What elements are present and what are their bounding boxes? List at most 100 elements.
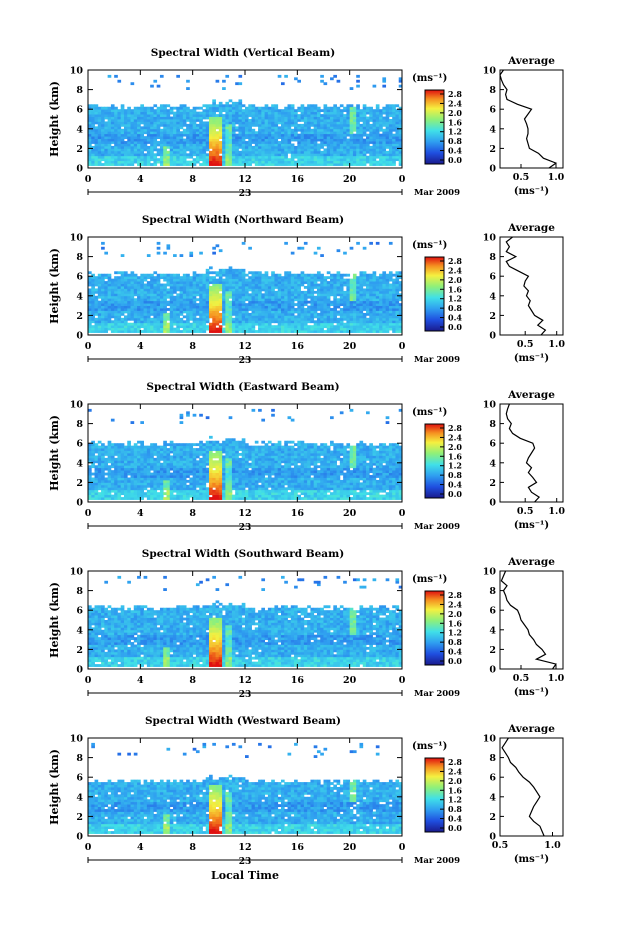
heatmap-cell xyxy=(215,143,220,147)
avg-y-tick-label: 2 xyxy=(489,311,496,322)
heatmap-cell xyxy=(271,158,275,162)
heatmap-cell xyxy=(248,315,252,319)
heatmap-cell xyxy=(235,317,239,321)
heatmap-cell xyxy=(271,163,275,166)
heatmap-cell xyxy=(114,467,118,471)
heatmap-cell xyxy=(303,320,308,324)
heatmap-cell xyxy=(101,482,105,486)
heatmap-cell xyxy=(120,163,125,166)
heatmap-cell xyxy=(287,281,292,284)
heatmap-cell xyxy=(195,303,200,306)
heatmap-cell xyxy=(199,276,203,280)
heatmap-cell xyxy=(369,278,373,282)
heatmap-cell xyxy=(222,150,226,154)
heatmap-cell xyxy=(349,128,354,132)
heatmap-cell xyxy=(215,106,220,110)
heatmap-cell xyxy=(228,111,233,115)
heatmap-cell xyxy=(372,143,377,147)
heatmap-cell xyxy=(110,310,115,314)
heatmap-cell xyxy=(179,106,184,110)
heatmap-cell xyxy=(261,143,266,147)
heatmap-cell xyxy=(140,114,144,117)
heatmap-cell xyxy=(143,298,148,302)
heatmap-cell xyxy=(310,136,315,139)
heatmap-cell xyxy=(143,123,148,127)
heatmap-cell xyxy=(91,448,95,451)
heatmap-cell xyxy=(218,109,223,113)
heatmap-cell xyxy=(356,295,360,299)
heatmap-cell xyxy=(235,320,239,324)
heatmap-cell xyxy=(94,128,99,132)
heatmap-cell xyxy=(137,133,141,137)
heatmap-cell xyxy=(173,150,177,154)
heatmap-cell xyxy=(388,138,393,142)
heatmap-cell xyxy=(336,106,341,110)
heatmap-cell xyxy=(352,123,357,127)
heatmap-cell xyxy=(189,126,194,130)
heatmap-cell xyxy=(320,315,324,319)
heatmap-cell xyxy=(320,155,324,159)
heatmap-cell xyxy=(356,136,360,139)
heatmap-cell xyxy=(169,303,174,306)
heatmap-cell xyxy=(130,82,135,86)
heatmap-cell xyxy=(143,288,148,292)
heatmap-cell xyxy=(303,133,308,137)
heatmap-cell xyxy=(294,281,298,284)
heatmap-cell xyxy=(277,298,282,302)
heatmap-cell xyxy=(101,489,105,493)
heatmap-cell xyxy=(333,126,337,130)
heatmap-cell xyxy=(137,276,141,280)
heatmap-cell xyxy=(284,119,288,122)
heatmap-cell xyxy=(182,276,187,280)
heatmap-cell xyxy=(326,271,331,275)
heatmap-cell xyxy=(120,497,125,500)
heatmap-cell xyxy=(156,133,161,137)
heatmap-cell xyxy=(101,145,105,149)
heatmap-cell xyxy=(385,141,390,144)
heatmap-cell xyxy=(199,158,203,162)
heatmap-cell xyxy=(218,288,223,292)
heatmap-cell xyxy=(398,327,403,331)
heatmap-cell xyxy=(310,281,315,284)
heatmap-cell xyxy=(290,104,295,108)
heatmap-cell xyxy=(117,462,122,466)
heatmap-cell xyxy=(330,77,334,81)
heatmap-cell xyxy=(123,298,128,302)
heatmap-cell xyxy=(173,320,177,324)
heatmap-cell xyxy=(343,308,347,311)
heatmap-cell xyxy=(369,273,373,277)
heatmap-cell xyxy=(245,308,249,311)
heatmap-cell xyxy=(107,145,112,149)
heatmap-cell xyxy=(326,123,331,127)
heatmap-cell xyxy=(97,497,102,500)
heatmap-cell xyxy=(300,298,305,302)
heatmap-cell xyxy=(192,123,197,127)
heatmap-cell xyxy=(143,300,148,304)
heatmap-cell xyxy=(209,145,213,149)
heatmap-cell xyxy=(94,131,99,135)
heatmap-cell xyxy=(120,290,125,294)
heatmap-cell xyxy=(176,288,180,292)
heatmap-cell xyxy=(235,281,239,284)
heatmap-cell xyxy=(346,293,351,297)
heatmap-cell xyxy=(228,281,233,284)
heatmap-cell xyxy=(133,293,138,297)
heatmap-cell xyxy=(110,293,115,297)
heatmap-cell xyxy=(153,109,158,113)
heatmap-cell xyxy=(395,271,400,275)
heatmap-cell xyxy=(385,104,390,108)
heatmap-cell xyxy=(202,160,207,164)
heatmap-cell xyxy=(356,286,360,289)
colorbar-tick-label: 2.0 xyxy=(448,275,462,285)
heatmap-cell xyxy=(333,281,337,284)
heatmap-cell xyxy=(277,300,282,304)
heatmap-cell xyxy=(267,325,272,329)
heatmap-cell xyxy=(392,278,396,282)
heatmap-cell xyxy=(356,119,360,122)
heatmap-cell xyxy=(88,298,92,302)
heatmap-cell xyxy=(313,286,318,289)
heatmap-cell xyxy=(218,163,223,166)
heatmap-cell xyxy=(143,116,148,120)
heatmap-cell xyxy=(182,273,187,277)
heatmap-cell xyxy=(339,153,344,157)
